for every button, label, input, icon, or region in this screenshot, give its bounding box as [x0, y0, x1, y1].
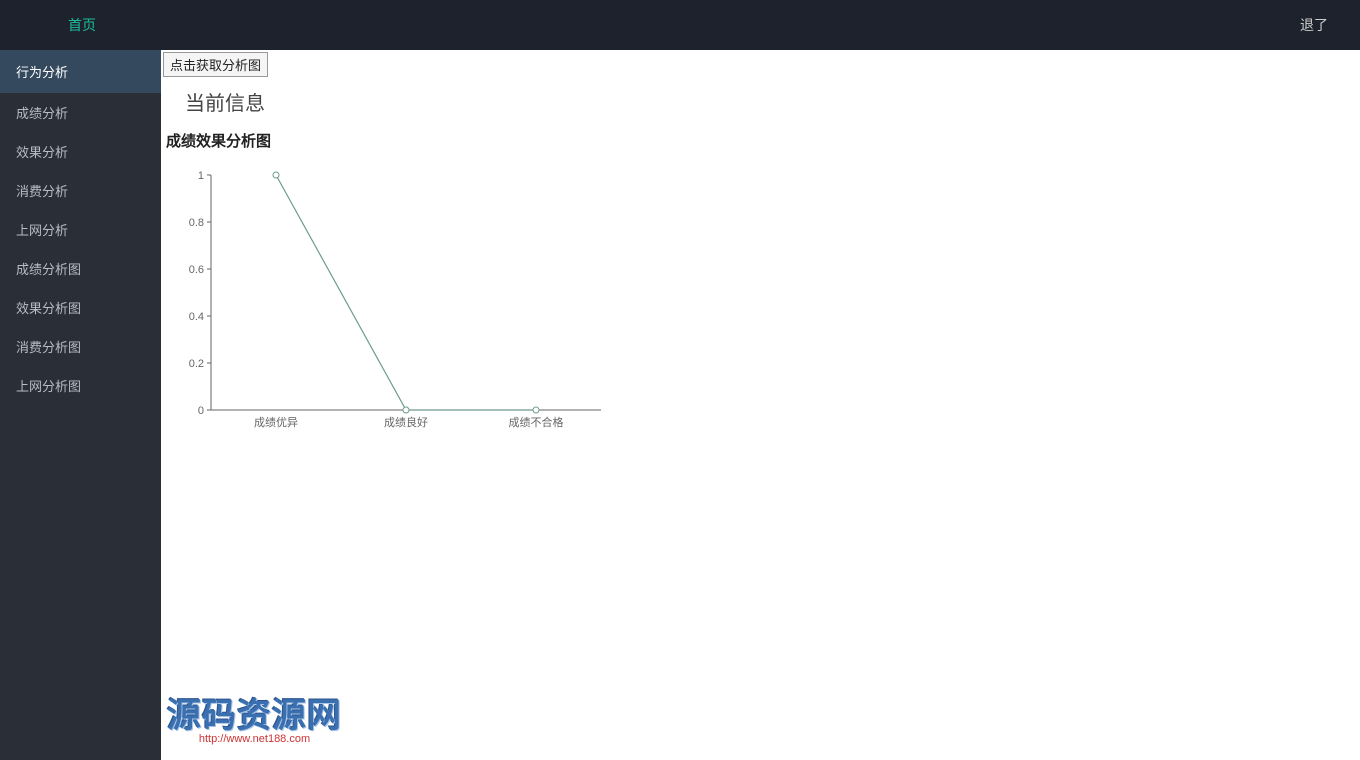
watermark-text: 源码资源网: [167, 688, 342, 737]
header: 首页 退了: [0, 0, 1360, 50]
sidebar-item-1[interactable]: 成绩分析: [0, 93, 161, 132]
y-tick-label: 1: [198, 170, 204, 182]
sidebar-item-0[interactable]: 行为分析: [0, 50, 161, 93]
data-point: [273, 172, 279, 178]
line-chart: 0 0.2 0.4 0.6 0.8 1 成绩优异 成绩良好 成绩不合格: [166, 160, 611, 440]
fetch-chart-button[interactable]: 点击获取分析图: [163, 52, 268, 77]
data-point: [403, 407, 409, 413]
x-tick-label: 成绩不合格: [509, 415, 564, 429]
y-tick-label: 0.4: [189, 311, 204, 323]
sidebar-item-3[interactable]: 消费分析: [0, 171, 161, 210]
x-tick-label: 成绩良好: [384, 415, 428, 429]
sidebar: 行为分析成绩分析效果分析消费分析上网分析成绩分析图效果分析图消费分析图上网分析图: [0, 50, 161, 760]
sidebar-item-4[interactable]: 上网分析: [0, 210, 161, 249]
sidebar-item-5[interactable]: 成绩分析图: [0, 249, 161, 288]
y-tick-label: 0.8: [189, 217, 204, 229]
section-heading: 当前信息: [185, 87, 265, 116]
watermark: 源码资源网 http://www.net188.com: [167, 688, 342, 745]
sidebar-item-7[interactable]: 消费分析图: [0, 327, 161, 366]
main-content: 点击获取分析图 当前信息 成绩效果分析图 0 0.2 0.4 0.6 0.8 1 成绩优异 成…: [161, 50, 1360, 760]
data-point: [533, 407, 539, 413]
sidebar-item-6[interactable]: 效果分析图: [0, 288, 161, 327]
sidebar-item-8[interactable]: 上网分析图: [0, 366, 161, 405]
body-wrap: 行为分析成绩分析效果分析消费分析上网分析成绩分析图效果分析图消费分析图上网分析图…: [0, 50, 1360, 760]
chart-title: 成绩效果分析图: [166, 130, 271, 151]
home-link[interactable]: 首页: [68, 15, 96, 35]
x-tick-label: 成绩优异: [254, 416, 298, 429]
chart-area: 0 0.2 0.4 0.6 0.8 1 成绩优异 成绩良好 成绩不合格: [166, 160, 611, 445]
series-line: [276, 175, 536, 410]
sidebar-item-2[interactable]: 效果分析: [0, 132, 161, 171]
logout-link[interactable]: 退了: [1300, 15, 1328, 35]
y-tick-label: 0.6: [189, 264, 204, 276]
y-tick-label: 0.2: [189, 358, 204, 370]
y-tick-label: 0: [198, 405, 204, 417]
